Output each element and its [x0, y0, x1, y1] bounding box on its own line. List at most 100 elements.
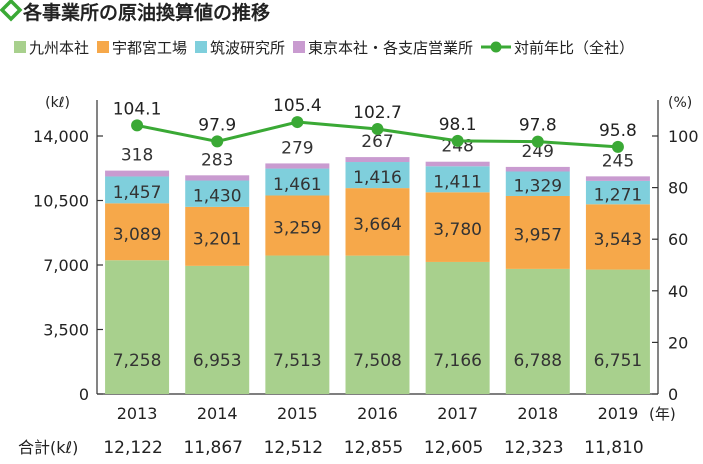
bar-label-1-1: 3,201 — [193, 229, 242, 249]
bar-segment-2-3 — [345, 162, 410, 189]
ratio-line-label-3: 102.7 — [353, 103, 402, 123]
legend-label-2: 筑波研究所 — [210, 39, 285, 57]
bar-label-3-5: 249 — [522, 142, 554, 162]
total-value-6: 11,810 — [584, 438, 643, 458]
bar-label-2-3: 1,416 — [353, 168, 402, 188]
y-right-tick-label-5: 100 — [668, 127, 699, 146]
total-value-3: 12,855 — [344, 438, 403, 458]
bar-label-2-2: 1,461 — [273, 175, 322, 195]
ratio-line-label-5: 97.8 — [519, 116, 557, 136]
bar-label-1-6: 3,543 — [594, 230, 643, 250]
legend-swatch-1 — [97, 41, 109, 53]
x-axis-unit: (年) — [649, 405, 676, 423]
ratio-line-label-6: 95.8 — [599, 121, 637, 141]
ratio-line-point-5 — [531, 135, 544, 148]
y-left-tick-label-2: 7,000 — [43, 256, 89, 275]
bar-segment-1-4 — [425, 192, 490, 262]
bar-segment-2-0 — [105, 176, 170, 204]
bar-segment-2-5 — [505, 171, 570, 196]
chart-header: 各事業所の原油換算値の推移 — [0, 0, 270, 24]
bar-segment-0-6 — [585, 269, 650, 394]
chart-title: 各事業所の原油換算値の推移 — [22, 1, 270, 24]
bar-segment-2-2 — [265, 168, 330, 196]
ratio-line-label-0: 104.1 — [113, 99, 162, 119]
legend-swatch-3 — [293, 41, 305, 53]
bar-segment-2-1 — [185, 180, 250, 207]
y-left-tick-label-0: 0 — [79, 385, 89, 404]
bar-segment-0-4 — [425, 261, 490, 394]
ratio-line-point-0 — [131, 119, 144, 132]
bar-segment-2-4 — [425, 166, 490, 193]
bar-segment-1-0 — [105, 203, 170, 261]
legend-label-3: 東京本社・各支店営業所 — [308, 39, 473, 57]
total-value-1: 11,867 — [183, 438, 242, 458]
bar-segment-0-5 — [505, 268, 570, 394]
x-tick-label-1: 2014 — [197, 404, 238, 423]
legend-swatch-0 — [14, 41, 26, 53]
bar-segment-0-2 — [265, 255, 330, 394]
total-value-4: 12,605 — [424, 438, 483, 458]
bar-label-0-4: 7,166 — [433, 351, 482, 371]
bar-label-3-1: 283 — [201, 150, 233, 170]
y-axis-right-unit: (%) — [668, 95, 692, 111]
bar-label-1-5: 3,957 — [513, 225, 562, 245]
bar-label-0-6: 6,751 — [594, 351, 643, 371]
totals-label: 合計(kℓ) — [18, 438, 78, 457]
legend-label-line: 対前年比（全社） — [514, 39, 634, 57]
bar-label-1-4: 3,780 — [433, 220, 482, 240]
x-tick-label-4: 2017 — [437, 404, 478, 423]
bar-label-0-5: 6,788 — [513, 351, 562, 371]
y-right-tick-label-3: 60 — [668, 230, 688, 249]
bar-label-2-1: 1,430 — [193, 187, 242, 207]
bar-segment-3-2 — [265, 163, 330, 169]
y-right-tick-label-0: 0 — [668, 385, 678, 404]
bar-segment-0-3 — [345, 255, 410, 394]
bar-segment-3-1 — [185, 175, 250, 181]
ratio-line-point-6 — [611, 140, 624, 153]
ratio-line-point-2 — [291, 116, 304, 129]
y-left-tick-label-4: 14,000 — [33, 127, 89, 146]
x-tick-label-5: 2018 — [517, 404, 558, 423]
ratio-line-point-3 — [371, 123, 384, 136]
bar-segment-3-6 — [585, 176, 650, 181]
y-right-tick-label-4: 80 — [668, 179, 688, 198]
x-tick-label-3: 2016 — [357, 404, 398, 423]
ratio-line-series: 104.1 97.9 105.4 102.7 98.1 97.8 95.8 — [113, 96, 637, 153]
bar-label-0-0: 7,258 — [113, 351, 162, 371]
bar-segment-1-3 — [345, 188, 410, 256]
ratio-line-label-1: 97.9 — [198, 115, 236, 135]
x-tick-label-2: 2015 — [277, 404, 318, 423]
total-value-2: 12,512 — [264, 438, 323, 458]
bar-label-3-2: 279 — [281, 138, 313, 158]
ratio-line-point-1 — [211, 135, 224, 148]
bar-label-3-0: 318 — [121, 146, 153, 166]
bar-segment-3-3 — [345, 157, 410, 163]
bar-segment-1-1 — [185, 206, 250, 266]
bar-label-1-3: 3,664 — [353, 215, 402, 235]
bar-label-0-3: 7,508 — [353, 351, 402, 371]
bar-label-2-5: 1,329 — [513, 177, 562, 197]
x-tick-label-6: 2019 — [598, 404, 639, 423]
bar-segment-3-4 — [425, 161, 490, 167]
legend-label-1: 宇都宮工場 — [112, 39, 187, 57]
y-left-tick-label-1: 3,500 — [43, 321, 89, 340]
bar-segment-0-1 — [185, 265, 250, 394]
ratio-line-label-2: 105.4 — [273, 96, 322, 116]
bar-label-0-2: 7,513 — [273, 351, 322, 371]
bar-segment-2-6 — [585, 180, 650, 205]
bar-label-1-2: 3,259 — [273, 219, 322, 239]
bars: 7,258 3,089 1,457 318 6,953 3,201 1,430 283 7,51… — [105, 132, 650, 394]
y-axis-left-unit: (kℓ) — [45, 95, 70, 111]
y-left-tick-label-3: 10,500 — [33, 192, 89, 211]
total-value-5: 12,323 — [504, 438, 563, 458]
bar-segment-1-6 — [585, 204, 650, 270]
y-right-tick-label-2: 40 — [668, 282, 688, 301]
legend-label-0: 九州本社 — [29, 39, 89, 57]
total-value-0: 12,122 — [103, 438, 162, 458]
bar-segment-0-0 — [105, 260, 170, 394]
bar-label-3-6: 245 — [602, 151, 634, 171]
legend: 九州本社 宇都宮工場 筑波研究所 東京本社・各支店営業所 対前年比（全社） — [14, 39, 634, 57]
axes: (kℓ) (%) (年) 0 3,500 7,000 10,500 14,000 0 20 4… — [33, 95, 699, 423]
